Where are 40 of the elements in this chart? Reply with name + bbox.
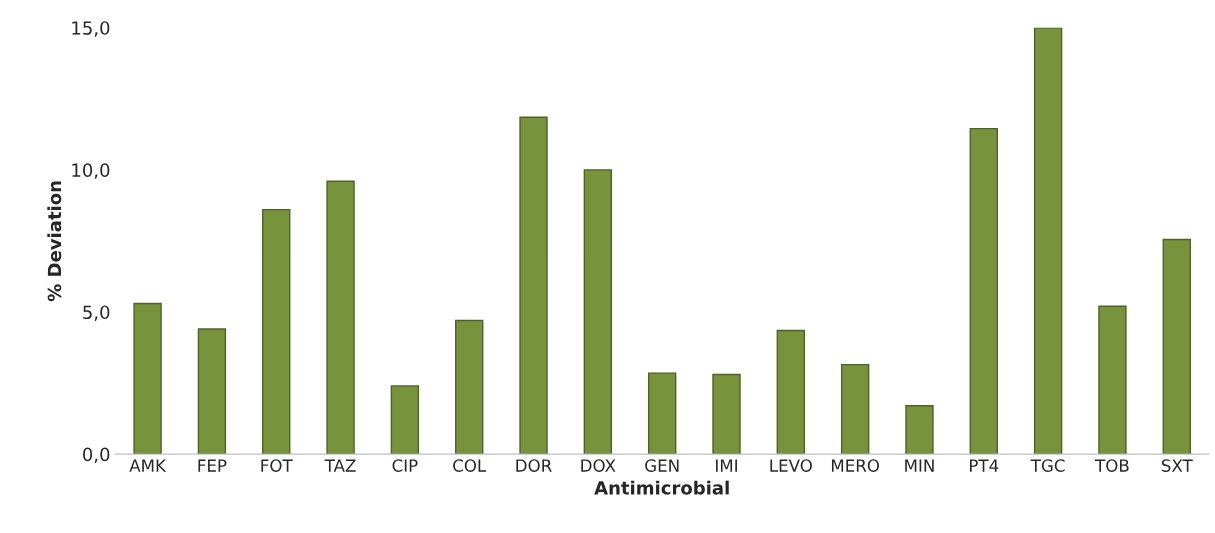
bar: [519, 116, 548, 455]
bar: [840, 363, 870, 455]
y-tick-label: 15,0: [72, 21, 110, 37]
x-tick-label: SXT: [1161, 459, 1193, 472]
bar: [583, 169, 613, 455]
y-axis-title: % Deviation: [47, 181, 62, 302]
x-tick-label: FOT: [261, 459, 293, 472]
bar: [262, 208, 291, 455]
x-tick-label: LEVO: [770, 459, 812, 472]
x-tick-label: COL: [453, 459, 487, 472]
bar: [1098, 305, 1127, 455]
bar: [390, 385, 420, 455]
x-tick-label: FEP: [198, 459, 227, 472]
x-tick-label: TOB: [1095, 459, 1129, 472]
x-tick-label: DOR: [516, 459, 552, 472]
x-tick-label: IMI: [716, 459, 737, 472]
bar: [1162, 238, 1191, 455]
x-axis-title: Antimicrobial: [594, 480, 729, 495]
x-tick-label: MERO: [831, 459, 880, 472]
x-tick-label: GEN: [645, 459, 679, 472]
y-tick-label: 5,0: [83, 305, 110, 321]
x-tick-label: AMK: [129, 459, 167, 472]
bar: [326, 180, 355, 455]
bar: [455, 319, 484, 455]
x-tick-label: TGC: [1030, 459, 1065, 472]
x-tick-label: MIN: [905, 459, 934, 472]
y-tick-label: 0,0: [83, 447, 110, 464]
bar: [969, 127, 998, 455]
x-tick-label: PT4: [970, 459, 999, 472]
x-tick-label: DOX: [581, 459, 616, 472]
bar: [712, 373, 741, 455]
x-tick-label: TAZ: [324, 459, 356, 472]
y-tick-label: 10,0: [72, 163, 110, 179]
bar: [1033, 27, 1063, 455]
bar: [776, 329, 806, 455]
x-tick-label: CIP: [392, 459, 418, 472]
bar: [647, 372, 677, 455]
bar: [197, 328, 227, 455]
bar: [133, 302, 162, 455]
bar: [905, 405, 934, 455]
